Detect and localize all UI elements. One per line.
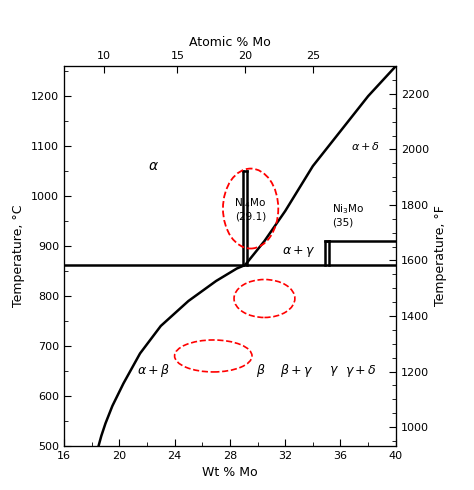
Y-axis label: Temperature, °F: Temperature, °F [435,206,447,306]
Text: Ni$_3$Mo
(35): Ni$_3$Mo (35) [332,202,365,227]
Y-axis label: Temperature, °C: Temperature, °C [12,205,26,307]
Text: $\gamma+\delta$: $\gamma+\delta$ [346,363,377,379]
Text: $\gamma$: $\gamma$ [328,364,338,378]
Text: $\alpha+\delta$: $\alpha+\delta$ [351,140,380,152]
X-axis label: Wt % Mo: Wt % Mo [202,466,258,479]
Text: $\alpha+\beta$: $\alpha+\beta$ [137,363,171,379]
X-axis label: Atomic % Mo: Atomic % Mo [189,36,271,49]
Text: Ni$_4$Mo
(29.1): Ni$_4$Mo (29.1) [234,196,267,221]
Text: $\alpha+\gamma$: $\alpha+\gamma$ [282,244,316,259]
Text: $\beta$: $\beta$ [255,363,265,379]
Text: $\alpha$: $\alpha$ [148,159,159,173]
Text: $\beta+\gamma$: $\beta+\gamma$ [280,363,313,379]
